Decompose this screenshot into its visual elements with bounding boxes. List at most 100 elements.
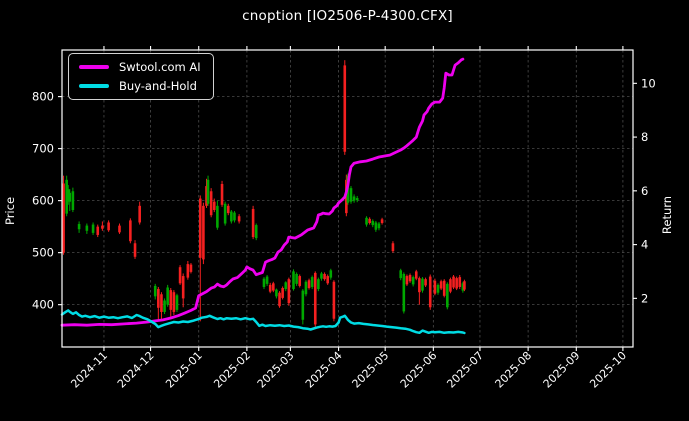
candle-up	[223, 203, 227, 224]
candle-down	[101, 225, 104, 229]
return-tick-label: 6	[641, 184, 648, 198]
candle-up	[446, 283, 449, 308]
candle-down	[455, 278, 458, 289]
return-tick-label: 8	[641, 130, 648, 144]
candle-down	[439, 281, 443, 289]
price-tick-label: 800	[32, 90, 54, 104]
date-tick-label: 2025-04	[303, 349, 345, 391]
candle-up	[275, 289, 278, 297]
return-tick-label: 10	[641, 76, 656, 90]
candle-up	[399, 270, 403, 279]
candle-down	[458, 277, 462, 287]
candle-down	[323, 273, 326, 280]
axes-spines	[61, 49, 634, 348]
candle-up	[292, 271, 295, 290]
candle-down	[368, 218, 371, 223]
candle-down	[118, 225, 121, 233]
candle-up	[254, 225, 258, 239]
candle-up	[421, 278, 424, 291]
candle-down	[251, 208, 255, 238]
candle-up	[68, 192, 72, 202]
candle-up	[301, 290, 305, 320]
candle-up	[355, 198, 359, 201]
return-tick-label: 4	[641, 238, 648, 252]
date-tick-label: 2025-01	[163, 349, 205, 391]
candle-down	[157, 289, 160, 308]
date-tick-label: 2025-02	[211, 349, 253, 391]
candle-down	[160, 294, 163, 312]
return-tick-label: 2	[641, 291, 648, 305]
candle-up	[349, 188, 353, 202]
candle-down	[172, 292, 176, 312]
legend-item-bh: Buy-and-Hold	[79, 79, 201, 93]
candle-up	[365, 217, 368, 225]
candle-down	[433, 280, 437, 294]
candle-down	[408, 275, 412, 282]
candle-down	[452, 276, 455, 288]
candle-up	[402, 273, 406, 312]
candle-down	[129, 220, 132, 242]
date-tick-label: 2024-12	[115, 349, 157, 391]
candle-up	[65, 179, 68, 214]
candle-up	[77, 224, 81, 230]
chart-title: cnoption [IO2506-P-4300.CFX]	[242, 8, 453, 24]
candle-down	[424, 279, 427, 286]
candle-up	[153, 285, 157, 297]
candle-up	[206, 179, 210, 204]
candle-up	[310, 277, 314, 287]
date-tick-label: 2024-11	[68, 349, 110, 391]
candle-down	[281, 288, 284, 298]
candle-up	[233, 212, 236, 221]
buy-and-hold-line	[60, 309, 466, 335]
date-tick-label: 2025-09	[541, 349, 583, 391]
candle-up	[352, 196, 356, 201]
gridlines	[62, 50, 633, 347]
price-tick-label: 400	[32, 298, 54, 312]
candle-up	[436, 284, 440, 293]
candle-down	[169, 290, 173, 310]
ai-line-swatch	[79, 65, 109, 69]
ai-return-line	[60, 57, 465, 327]
candle-up	[461, 283, 465, 291]
candle-down	[287, 279, 291, 304]
candles-layer	[62, 60, 466, 328]
candle-down	[96, 226, 100, 235]
candle-down	[202, 205, 205, 260]
ai-line-label: Swtool.com AI	[119, 60, 201, 74]
date-tick-label: 2025-08	[493, 349, 535, 391]
candle-up	[85, 225, 89, 231]
candle-up	[304, 281, 308, 295]
candle-up	[166, 287, 169, 305]
candle-up	[374, 222, 378, 230]
candle-down	[178, 267, 182, 284]
candle-down	[138, 205, 141, 223]
candle-down	[198, 198, 202, 258]
candle-down	[212, 201, 216, 210]
candle-down	[186, 264, 190, 278]
candle-up	[265, 276, 269, 284]
date-tick-label: 2025-05	[350, 349, 392, 391]
price-tick-label: 500	[32, 246, 54, 260]
candle-up	[91, 224, 95, 233]
candle-down	[405, 276, 409, 285]
left-axis-title: Price	[3, 196, 18, 226]
right-axis-title: Return	[660, 195, 675, 235]
candle-up	[216, 205, 219, 228]
candle-up	[71, 191, 75, 210]
candle-down	[272, 283, 275, 291]
candle-down	[307, 280, 311, 289]
candle-down	[62, 183, 65, 253]
candle-down	[220, 183, 224, 205]
candle-down	[343, 65, 347, 152]
legend-item-ai: Swtool.com AI	[79, 60, 201, 74]
candle-up	[284, 282, 288, 290]
candle-down	[428, 276, 432, 308]
bh-line-label: Buy-and-Hold	[119, 79, 197, 93]
date-tick-label: 2025-06	[398, 349, 440, 391]
candle-up	[295, 273, 298, 284]
candle-down	[278, 292, 281, 307]
date-tick-label: 2025-03	[255, 349, 297, 391]
candle-up	[377, 223, 381, 229]
